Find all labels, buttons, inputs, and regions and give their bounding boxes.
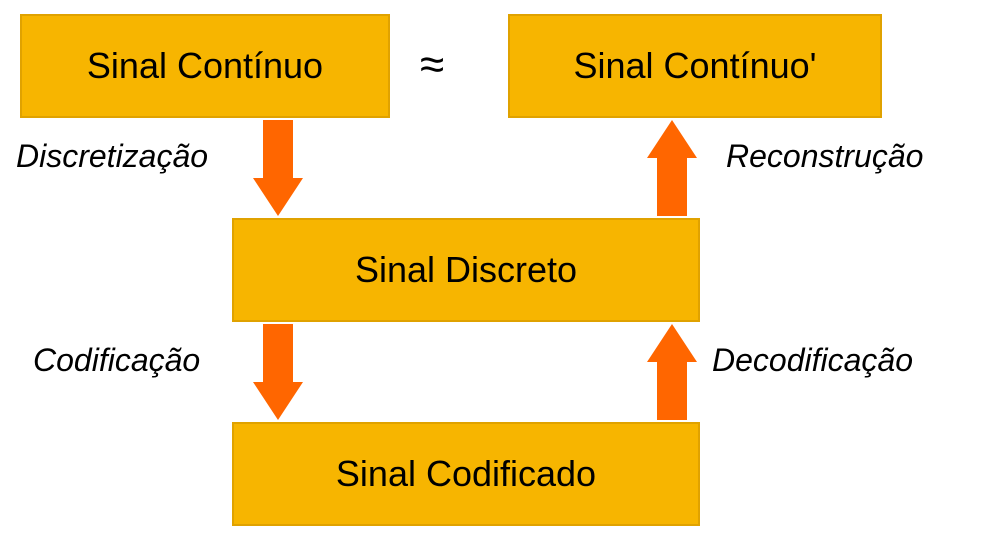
edge-label-decodificacao: Decodificação bbox=[712, 342, 913, 379]
arrow-reconstrucao bbox=[647, 120, 697, 221]
edge-label-reconstrucao: Reconstrução bbox=[726, 138, 923, 175]
node-sinal-codificado: Sinal Codificado bbox=[232, 422, 700, 526]
arrow-codificacao bbox=[253, 324, 303, 425]
node-label: Sinal Discreto bbox=[355, 249, 577, 291]
node-sinal-continuo: Sinal Contínuo bbox=[20, 14, 390, 118]
approx-symbol: ≈ bbox=[420, 40, 444, 90]
node-label: Sinal Contínuo bbox=[87, 45, 323, 87]
edge-label-discretizacao: Discretização bbox=[16, 138, 208, 175]
node-sinal-continuo-prime: Sinal Contínuo' bbox=[508, 14, 882, 118]
node-label: Sinal Codificado bbox=[336, 453, 596, 495]
edge-label-codificacao: Codificação bbox=[33, 342, 200, 379]
node-label: Sinal Contínuo' bbox=[573, 45, 816, 87]
arrow-discretizacao bbox=[253, 120, 303, 221]
arrow-decodificacao bbox=[647, 324, 697, 425]
node-sinal-discreto: Sinal Discreto bbox=[232, 218, 700, 322]
